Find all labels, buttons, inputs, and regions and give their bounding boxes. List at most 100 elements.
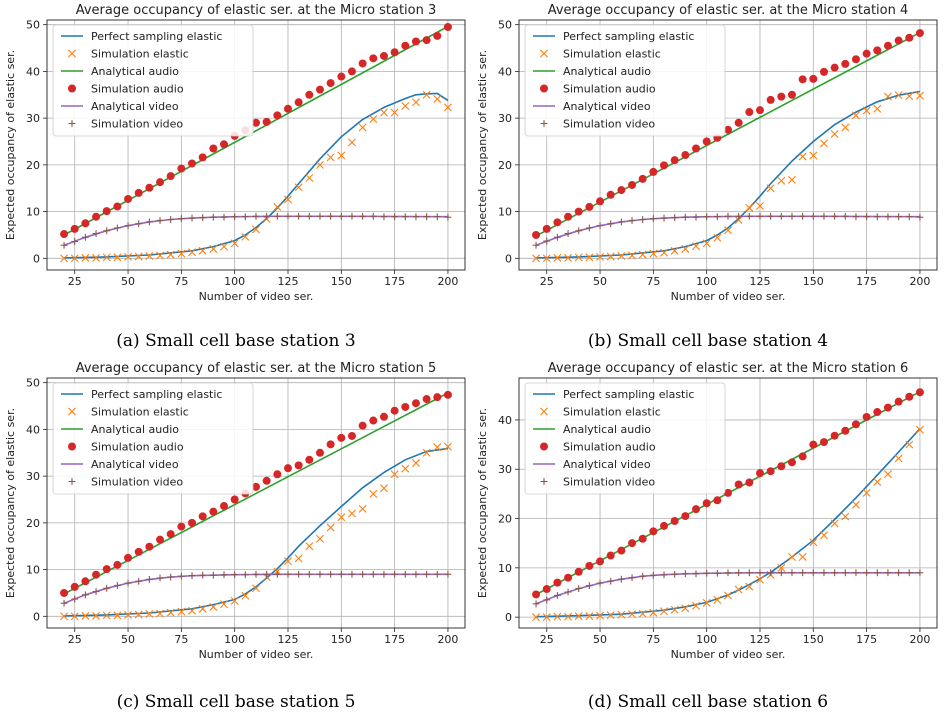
data-point-simulation-audio bbox=[326, 79, 335, 88]
x-axis-label: Number of video ser. bbox=[199, 290, 314, 303]
data-point-simulation-audio bbox=[273, 111, 282, 120]
data-point-simulation-video bbox=[809, 569, 817, 577]
data-point-simulation-elastic bbox=[379, 484, 388, 493]
data-point-simulation-audio bbox=[798, 452, 807, 461]
data-point-simulation-audio bbox=[188, 159, 197, 168]
data-point-simulation-video bbox=[873, 569, 881, 577]
x-tick-label: 75 bbox=[646, 633, 660, 646]
data-point-simulation-elastic bbox=[606, 611, 615, 620]
data-point-simulation-elastic bbox=[113, 611, 122, 620]
data-point-simulation-video bbox=[820, 212, 828, 220]
data-point-simulation-video bbox=[156, 217, 164, 224]
data-point-simulation-elastic bbox=[294, 183, 303, 192]
data-point-simulation-video bbox=[231, 213, 239, 221]
data-point-simulation-video bbox=[209, 571, 217, 579]
data-point-simulation-audio bbox=[724, 488, 732, 497]
data-point-simulation-elastic bbox=[787, 553, 796, 561]
data-point-simulation-audio bbox=[532, 230, 541, 239]
data-point-simulation-elastic bbox=[177, 607, 186, 616]
data-point-simulation-audio bbox=[443, 390, 452, 399]
data-point-simulation-video bbox=[681, 570, 689, 578]
series-line-analytical-video bbox=[535, 572, 920, 605]
data-point-simulation-video bbox=[124, 222, 132, 230]
x-tick-label: 150 bbox=[803, 633, 824, 646]
data-point-simulation-audio bbox=[745, 108, 754, 117]
data-point-simulation-audio bbox=[230, 495, 239, 504]
data-point-simulation-video bbox=[380, 570, 388, 578]
data-point-simulation-video bbox=[863, 569, 871, 577]
legend-label: Simulation video bbox=[563, 476, 655, 489]
data-point-simulation-video bbox=[543, 237, 551, 245]
data-point-simulation-elastic bbox=[862, 106, 871, 115]
data-point-simulation-elastic bbox=[315, 160, 324, 169]
data-point-simulation-video bbox=[895, 569, 903, 577]
data-point-simulation-audio bbox=[851, 420, 860, 429]
caption-a: (a) Small cell base station 3 bbox=[116, 331, 356, 351]
legend-label: Perfect sampling elastic bbox=[91, 388, 222, 401]
chart-d: Average occupancy of elastic ser. at the… bbox=[476, 361, 938, 661]
data-point-simulation-audio bbox=[145, 183, 154, 192]
data-point-simulation-video bbox=[209, 213, 217, 221]
data-point-simulation-audio bbox=[422, 395, 431, 404]
data-point-simulation-audio bbox=[787, 458, 796, 467]
data-point-simulation-video bbox=[617, 218, 625, 226]
data-point-simulation-elastic bbox=[702, 598, 711, 607]
data-point-simulation-video bbox=[735, 569, 743, 577]
data-point-simulation-elastic bbox=[230, 596, 239, 605]
data-point-simulation-video bbox=[327, 212, 335, 220]
data-point-simulation-elastic bbox=[145, 609, 154, 618]
x-tick-label: 150 bbox=[331, 633, 352, 646]
data-point-simulation-video bbox=[713, 213, 721, 221]
data-point-simulation-video bbox=[873, 213, 881, 221]
x-tick-label: 100 bbox=[224, 275, 245, 288]
data-point-simulation-video bbox=[369, 212, 377, 220]
data-point-simulation-elastic bbox=[830, 519, 839, 528]
y-tick-label: 40 bbox=[26, 423, 40, 436]
data-point-simulation-elastic bbox=[337, 151, 346, 160]
data-point-simulation-video bbox=[199, 571, 207, 579]
x-axis-label: Number of video ser. bbox=[671, 648, 786, 661]
data-point-simulation-elastic bbox=[177, 249, 186, 258]
data-point-simulation-audio bbox=[70, 582, 79, 591]
data-point-simulation-video bbox=[532, 241, 540, 249]
data-point-simulation-elastic bbox=[305, 173, 314, 182]
legend-swatch-simulation-audio bbox=[540, 442, 548, 451]
plot-frame bbox=[518, 19, 938, 271]
data-point-simulation-elastic bbox=[347, 509, 356, 518]
data-point-simulation-audio bbox=[638, 534, 647, 543]
data-point-simulation-audio bbox=[628, 539, 637, 548]
data-point-simulation-elastic bbox=[660, 607, 669, 616]
data-point-simulation-video bbox=[756, 212, 764, 220]
data-point-simulation-video bbox=[423, 570, 431, 578]
data-point-simulation-audio bbox=[102, 207, 111, 216]
series-line-analytical-video bbox=[63, 215, 448, 246]
data-point-simulation-video bbox=[284, 570, 292, 578]
data-point-simulation-audio bbox=[166, 530, 175, 539]
data-point-simulation-elastic bbox=[443, 442, 452, 451]
y-tick-label: 20 bbox=[26, 517, 40, 530]
data-point-simulation-video bbox=[263, 212, 271, 220]
y-tick-label: 10 bbox=[26, 564, 40, 577]
data-point-simulation-elastic bbox=[745, 203, 754, 212]
y-tick-label: 40 bbox=[498, 414, 512, 427]
data-point-simulation-elastic bbox=[198, 604, 207, 613]
data-point-simulation-elastic bbox=[241, 591, 250, 600]
x-axis-label: Number of video ser. bbox=[199, 648, 314, 661]
data-point-simulation-elastic bbox=[347, 138, 356, 147]
data-point-simulation-audio bbox=[379, 51, 388, 60]
data-point-simulation-audio bbox=[283, 464, 292, 473]
y-tick-label: 30 bbox=[26, 470, 40, 483]
data-point-simulation-elastic bbox=[188, 248, 197, 257]
data-point-simulation-video bbox=[348, 570, 356, 578]
data-point-simulation-audio bbox=[915, 388, 924, 397]
legend-box bbox=[52, 24, 254, 137]
data-point-simulation-elastic bbox=[564, 612, 573, 621]
data-point-simulation-video bbox=[671, 570, 679, 578]
data-point-simulation-video bbox=[596, 222, 604, 230]
data-point-simulation-video bbox=[841, 569, 849, 577]
data-point-simulation-audio bbox=[542, 224, 551, 233]
data-point-simulation-elastic bbox=[670, 246, 679, 255]
data-point-simulation-video bbox=[337, 570, 345, 578]
legend-label: Analytical video bbox=[563, 458, 651, 471]
data-point-simulation-elastic bbox=[390, 108, 399, 117]
